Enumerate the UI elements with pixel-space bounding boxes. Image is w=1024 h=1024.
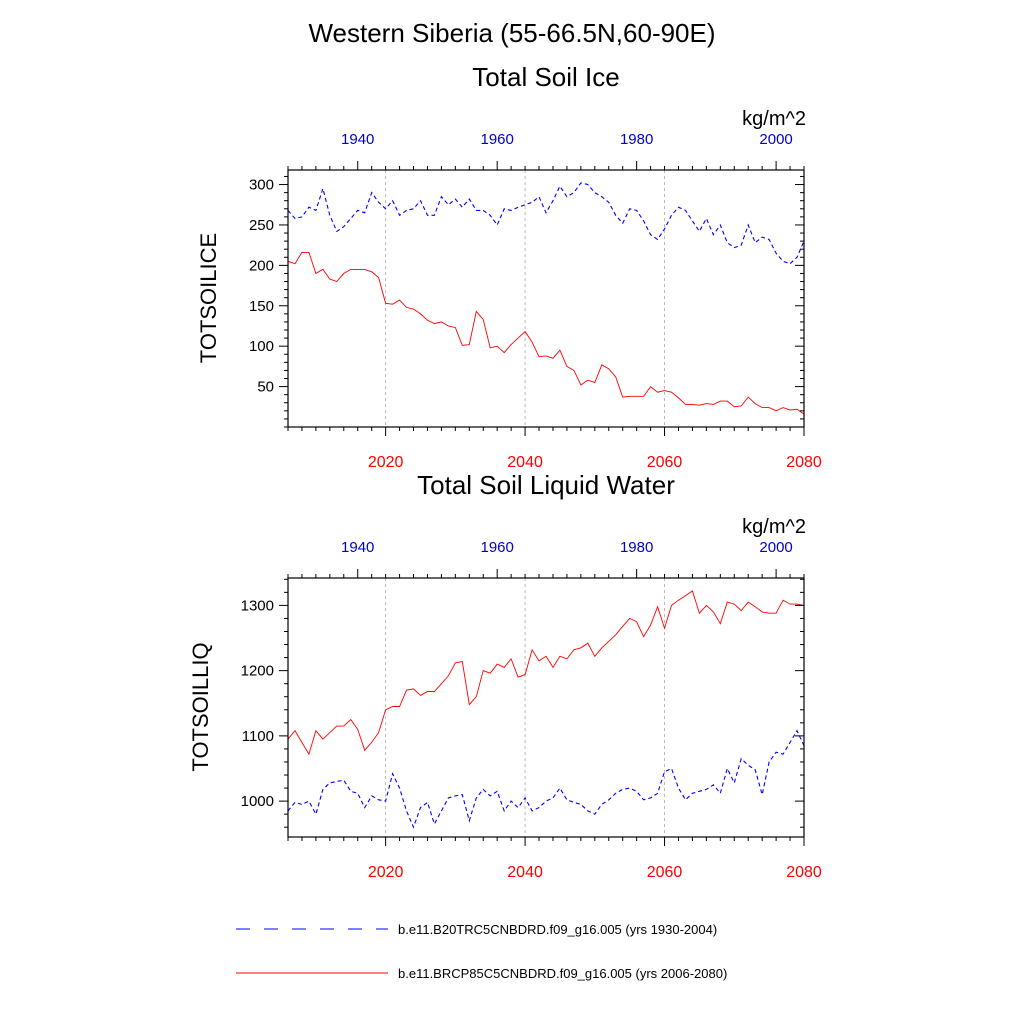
figure-title: Western Siberia (55-66.5N,60-90E) xyxy=(308,18,715,48)
y-tick-label: 1200 xyxy=(241,663,274,680)
liq-bottom-tick-label: 2080 xyxy=(786,864,822,881)
ice-bottom-tick-label: 2020 xyxy=(368,454,404,471)
ice-bottom-tick-label: 2060 xyxy=(647,454,683,471)
panel-liq-bottom-axis: 2020 2040 2060 2080 xyxy=(287,837,822,881)
ice-top-tick-label: 1980 xyxy=(620,131,653,148)
panel-liq-gridlines xyxy=(385,578,665,837)
liq-top-tick-label: 1940 xyxy=(341,539,374,556)
y-tick-label: 300 xyxy=(249,177,274,194)
panel-ice-bottom-axis: 2020 2040 2060 2080 xyxy=(287,427,822,471)
legend-item-historical: b.e11.B20TRC5CNBDRD.f09_g16.005 (yrs 193… xyxy=(236,922,717,937)
series-line-historical xyxy=(287,182,805,265)
panel-liq-series xyxy=(287,590,805,829)
panel-liq-y-axis: 1000 1100 1200 1300 xyxy=(241,578,804,828)
liq-bottom-tick-label: 2060 xyxy=(647,864,683,881)
panel-ice-ylabel: TOTSOILICE xyxy=(196,233,221,363)
panel-liq-top-axis: 1940 1960 1980 2000 xyxy=(287,539,805,578)
y-tick-label: 100 xyxy=(249,338,274,355)
series-line-future xyxy=(287,251,805,415)
ice-top-tick-label: 1940 xyxy=(341,131,374,148)
y-tick-label: 50 xyxy=(257,379,274,396)
panel-liq-title: Total Soil Liquid Water xyxy=(417,470,675,500)
y-tick-label: 1000 xyxy=(241,793,274,810)
panel-soil-liquid: Total Soil Liquid Water kg/m^2 TOTSOILLI… xyxy=(188,470,822,881)
panel-ice-y-axis: 50 100 150 200 250 300 xyxy=(249,175,804,428)
liq-bottom-tick-label: 2040 xyxy=(507,864,543,881)
panel-ice-series xyxy=(287,182,805,415)
ice-bottom-tick-label: 2040 xyxy=(507,454,543,471)
ice-top-tick-label: 2000 xyxy=(759,131,792,148)
legend-label: b.e11.BRCP85C5CNBDRD.f09_g16.005 (yrs 20… xyxy=(398,966,727,981)
legend-item-future: b.e11.BRCP85C5CNBDRD.f09_g16.005 (yrs 20… xyxy=(236,966,727,981)
legend: b.e11.B20TRC5CNBDRD.f09_g16.005 (yrs 193… xyxy=(236,922,727,981)
series-line-historical xyxy=(287,729,805,829)
y-tick-label: 200 xyxy=(249,257,274,274)
liq-top-tick-label: 2000 xyxy=(759,539,792,556)
liq-bottom-tick-label: 2020 xyxy=(368,864,404,881)
panel-soil-ice: Total Soil Ice kg/m^2 TOTSOILICE 50 100 15… xyxy=(196,62,822,471)
panel-liq-units: kg/m^2 xyxy=(742,516,806,538)
liq-top-tick-label: 1980 xyxy=(620,539,653,556)
y-tick-label: 250 xyxy=(249,217,274,234)
panel-liq-frame xyxy=(287,577,805,838)
y-tick-label: 1300 xyxy=(241,597,274,614)
ice-top-tick-label: 1960 xyxy=(481,131,514,148)
panel-ice-units: kg/m^2 xyxy=(742,108,806,130)
panel-liq-ylabel: TOTSOILLIQ xyxy=(188,642,213,771)
y-tick-label: 150 xyxy=(249,298,274,315)
ice-bottom-tick-label: 2080 xyxy=(786,454,822,471)
panel-ice-title: Total Soil Ice xyxy=(472,62,619,92)
panel-ice-frame xyxy=(287,169,805,428)
y-tick-label: 1100 xyxy=(242,728,274,745)
series-line-future xyxy=(287,590,805,756)
panel-ice-gridlines xyxy=(385,170,665,427)
legend-label: b.e11.B20TRC5CNBDRD.f09_g16.005 (yrs 193… xyxy=(398,922,717,937)
panel-ice-top-axis: 1940 1960 1980 2000 xyxy=(287,131,805,170)
liq-top-tick-label: 1960 xyxy=(481,539,514,556)
